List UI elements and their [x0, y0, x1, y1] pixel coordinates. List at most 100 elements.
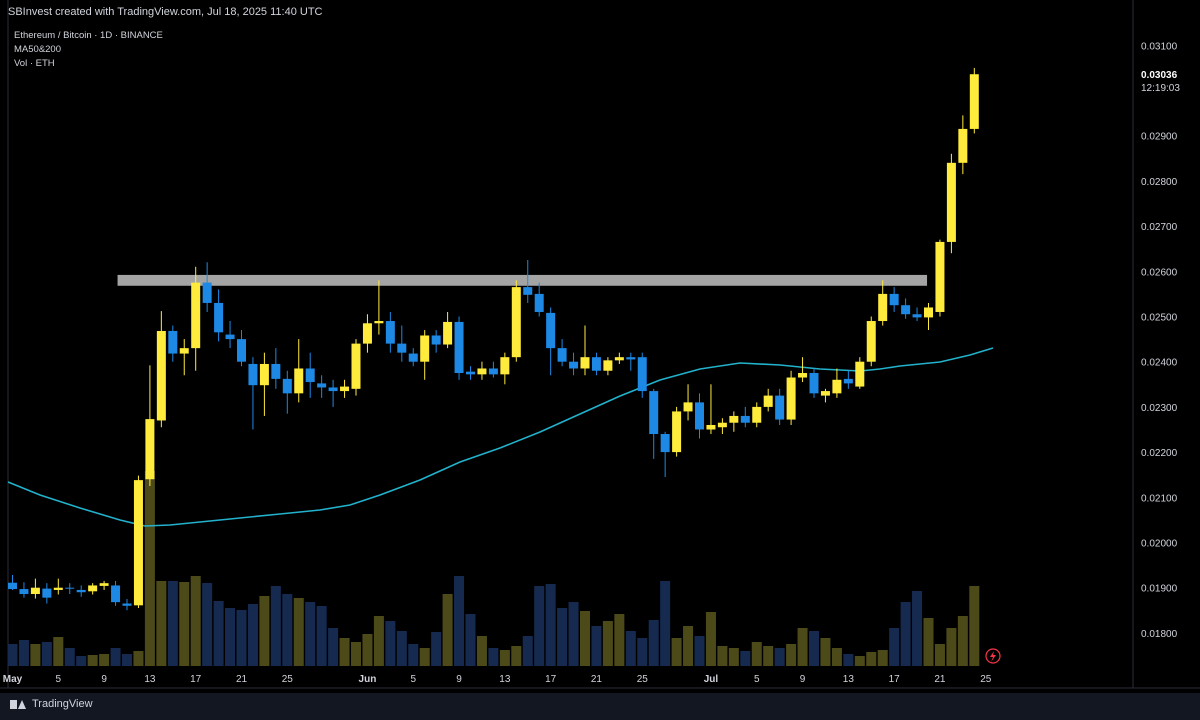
- candle-body[interactable]: [775, 395, 785, 420]
- candle-body[interactable]: [76, 589, 86, 593]
- candle-body[interactable]: [179, 348, 189, 354]
- ma50-line[interactable]: [7, 347, 994, 527]
- volume-bar: [30, 644, 41, 666]
- candle-body[interactable]: [672, 411, 682, 453]
- candle-body[interactable]: [878, 293, 888, 322]
- volume-bar: [717, 646, 728, 666]
- volume-bar: [87, 655, 98, 666]
- candle-body[interactable]: [454, 321, 464, 373]
- candle-body[interactable]: [546, 312, 556, 349]
- candle-body[interactable]: [786, 377, 796, 420]
- candle-body[interactable]: [99, 583, 109, 586]
- candle-body[interactable]: [660, 434, 670, 453]
- candle-body[interactable]: [362, 323, 372, 344]
- candle-body[interactable]: [225, 334, 235, 340]
- candle-body[interactable]: [855, 361, 865, 387]
- candle-body[interactable]: [237, 339, 246, 362]
- candle-body[interactable]: [443, 321, 453, 345]
- candle-body[interactable]: [924, 307, 933, 318]
- candle-body[interactable]: [30, 587, 40, 595]
- candle-body[interactable]: [340, 386, 350, 392]
- candle-body[interactable]: [912, 314, 922, 318]
- volume-bar: [614, 614, 625, 666]
- resistance-zone[interactable]: [117, 274, 928, 286]
- candle-body[interactable]: [500, 357, 510, 375]
- candle-body[interactable]: [168, 330, 178, 354]
- candle-body[interactable]: [488, 368, 498, 375]
- candle-body[interactable]: [866, 321, 876, 362]
- candle-body[interactable]: [534, 293, 544, 312]
- candle-body[interactable]: [305, 368, 315, 383]
- candle-body[interactable]: [706, 424, 716, 430]
- candle-body[interactable]: [511, 287, 521, 358]
- candle-body[interactable]: [271, 363, 281, 379]
- candle-body[interactable]: [569, 361, 579, 369]
- candle-body[interactable]: [145, 419, 155, 480]
- candle-body[interactable]: [202, 282, 212, 303]
- candle-body[interactable]: [477, 368, 487, 375]
- candle-body[interactable]: [683, 402, 693, 412]
- candle-body[interactable]: [752, 406, 762, 423]
- candle-body[interactable]: [798, 373, 808, 378]
- candle-body[interactable]: [191, 282, 201, 349]
- tradingview-logo[interactable]: TradingView: [10, 698, 93, 710]
- candle-body[interactable]: [282, 378, 292, 394]
- candle-body[interactable]: [649, 391, 659, 435]
- volume-bar: [889, 628, 900, 666]
- candle-body[interactable]: [889, 293, 899, 306]
- candle-body[interactable]: [717, 422, 727, 428]
- ma-legend[interactable]: MA50&200: [14, 44, 62, 55]
- candle-body[interactable]: [8, 582, 17, 590]
- candle-body[interactable]: [763, 395, 773, 407]
- candle-body[interactable]: [259, 363, 269, 386]
- candle-body[interactable]: [122, 603, 132, 606]
- candle-body[interactable]: [603, 360, 613, 371]
- candle-body[interactable]: [958, 128, 968, 163]
- candle-body[interactable]: [88, 585, 98, 592]
- candle-body[interactable]: [133, 480, 143, 606]
- candle-body[interactable]: [53, 587, 63, 590]
- candle-body[interactable]: [580, 357, 590, 369]
- candle-body[interactable]: [969, 74, 979, 129]
- candle-body[interactable]: [466, 371, 475, 375]
- candle-body[interactable]: [42, 588, 52, 598]
- candle-body[interactable]: [294, 368, 304, 394]
- candle-body[interactable]: [156, 330, 166, 421]
- price-chart[interactable]: 0.03100 0.02900 0.02800 0.02700 0.02600 0.025…: [0, 0, 1200, 693]
- candle-body[interactable]: [809, 373, 819, 394]
- candle-body[interactable]: [111, 585, 121, 603]
- candle-body[interactable]: [557, 348, 567, 362]
- candle-body[interactable]: [935, 241, 945, 312]
- candle-body[interactable]: [523, 287, 533, 295]
- candle-body[interactable]: [729, 415, 739, 423]
- candle-body[interactable]: [374, 321, 384, 324]
- candle-body[interactable]: [65, 587, 75, 589]
- candle-body[interactable]: [946, 162, 956, 242]
- volume-legend[interactable]: Vol · ETH: [14, 58, 55, 69]
- candle-body[interactable]: [695, 402, 704, 430]
- candle-body[interactable]: [328, 387, 338, 392]
- candle-body[interactable]: [832, 379, 842, 394]
- symbol-legend[interactable]: Ethereum / Bitcoin · 1D · BINANCE: [14, 30, 163, 41]
- candle-body[interactable]: [397, 343, 407, 353]
- candle-body[interactable]: [843, 378, 853, 384]
- candle-body[interactable]: [637, 357, 647, 392]
- candle-body[interactable]: [901, 305, 911, 315]
- candle-body[interactable]: [385, 321, 395, 344]
- candle-body[interactable]: [248, 363, 258, 386]
- candle-body[interactable]: [740, 415, 750, 423]
- candle-body[interactable]: [626, 357, 636, 360]
- candle-body[interactable]: [614, 357, 624, 361]
- candle-body[interactable]: [820, 391, 830, 396]
- candle-body[interactable]: [431, 335, 441, 345]
- volume-bar: [797, 628, 808, 666]
- candle-body[interactable]: [408, 353, 418, 362]
- candle-body[interactable]: [591, 357, 601, 371]
- candle-body[interactable]: [317, 383, 327, 388]
- candle-body[interactable]: [19, 589, 29, 595]
- candle-body[interactable]: [351, 343, 361, 389]
- volume-bar: [854, 656, 865, 666]
- volume-bar: [41, 642, 52, 666]
- candle-body[interactable]: [420, 335, 430, 362]
- candle-body[interactable]: [214, 302, 224, 333]
